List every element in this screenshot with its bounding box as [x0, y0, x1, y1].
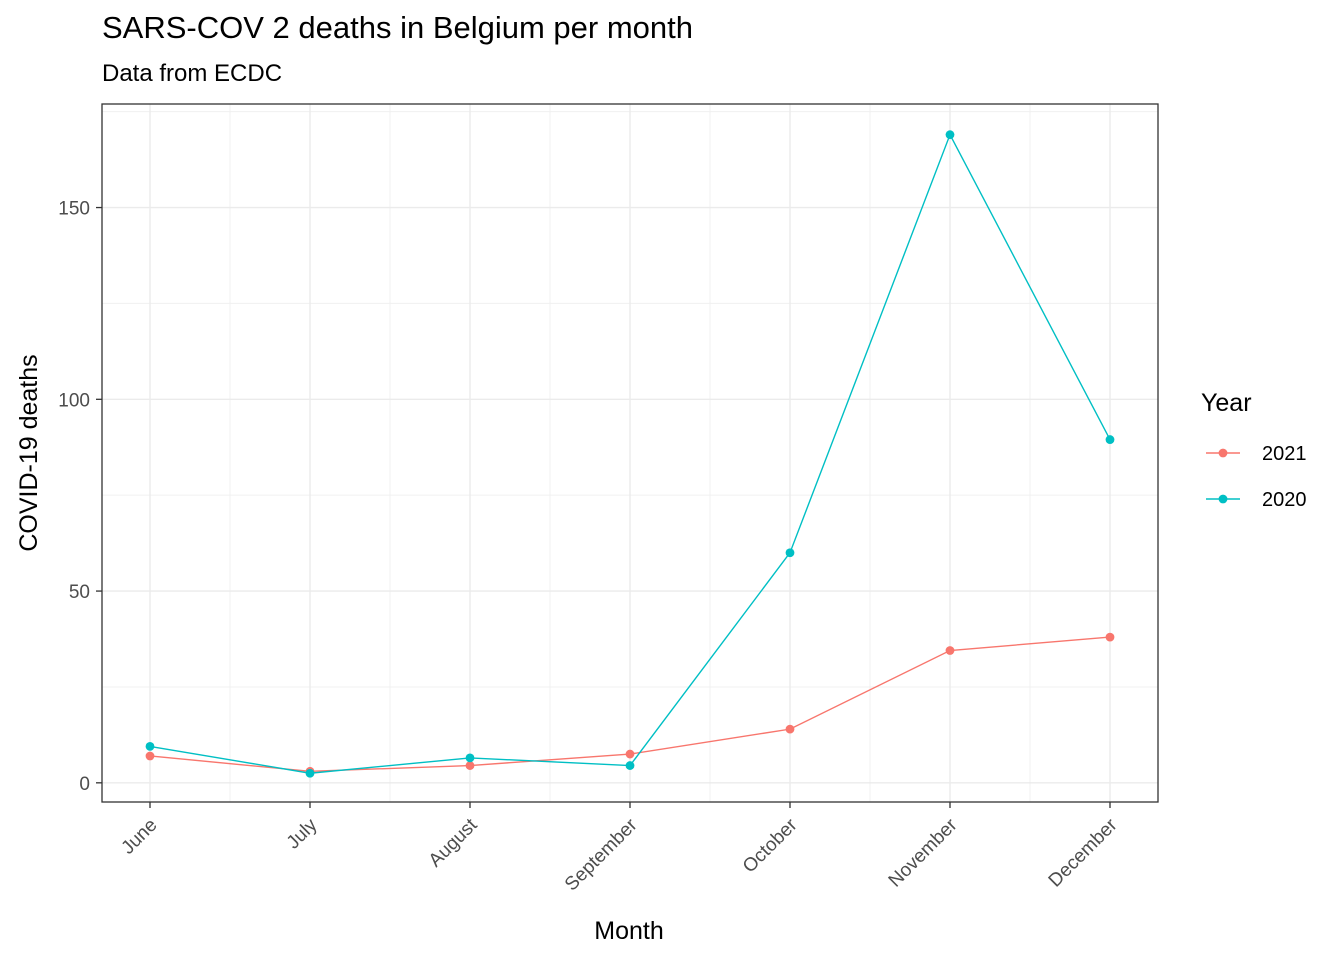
legend-label: 2021 — [1262, 443, 1307, 465]
data-point — [785, 548, 795, 558]
data-point — [945, 646, 955, 655]
x-tick-label: December — [1045, 814, 1122, 891]
legend-key-point — [1218, 448, 1228, 458]
y-axis: 0 50 100 150 — [58, 199, 102, 795]
legend-key-point — [1218, 494, 1228, 504]
x-tick-label: August — [425, 814, 482, 871]
legend-label: 2020 — [1262, 489, 1307, 511]
data-point — [465, 753, 475, 763]
chart-subtitle: Data from ECDC — [102, 60, 283, 87]
legend: Year 2021 2020 — [1201, 389, 1307, 511]
x-tick-label: October — [739, 814, 802, 877]
major-gridlines — [102, 104, 1158, 802]
y-tick-label: 50 — [69, 582, 90, 603]
y-tick-label: 150 — [58, 199, 90, 220]
series-2020 — [145, 130, 1115, 778]
chart-title: SARS-COV 2 deaths in Belgium per month — [102, 10, 693, 45]
data-point — [625, 749, 635, 759]
x-tick-label: November — [885, 814, 962, 891]
data-point — [945, 130, 955, 140]
x-tick-label: June — [118, 815, 162, 859]
x-tick-label: September — [561, 814, 642, 895]
y-tick-label: 100 — [58, 390, 90, 411]
data-point — [1105, 435, 1115, 444]
x-axis-title: Month — [594, 917, 663, 945]
data-point — [145, 751, 155, 761]
data-point — [1105, 632, 1115, 642]
data-point — [625, 761, 635, 770]
y-axis-title: COVID-19 deaths — [15, 354, 43, 551]
x-tick-label: July — [283, 814, 322, 853]
data-point — [145, 741, 155, 751]
data-point — [465, 761, 475, 770]
data-point — [785, 724, 795, 734]
x-axis: June July August September October November De… — [118, 802, 1122, 895]
data-point — [305, 768, 315, 778]
y-tick-label: 0 — [79, 774, 90, 795]
series-layer — [145, 130, 1115, 778]
legend-title: Year — [1201, 389, 1252, 417]
